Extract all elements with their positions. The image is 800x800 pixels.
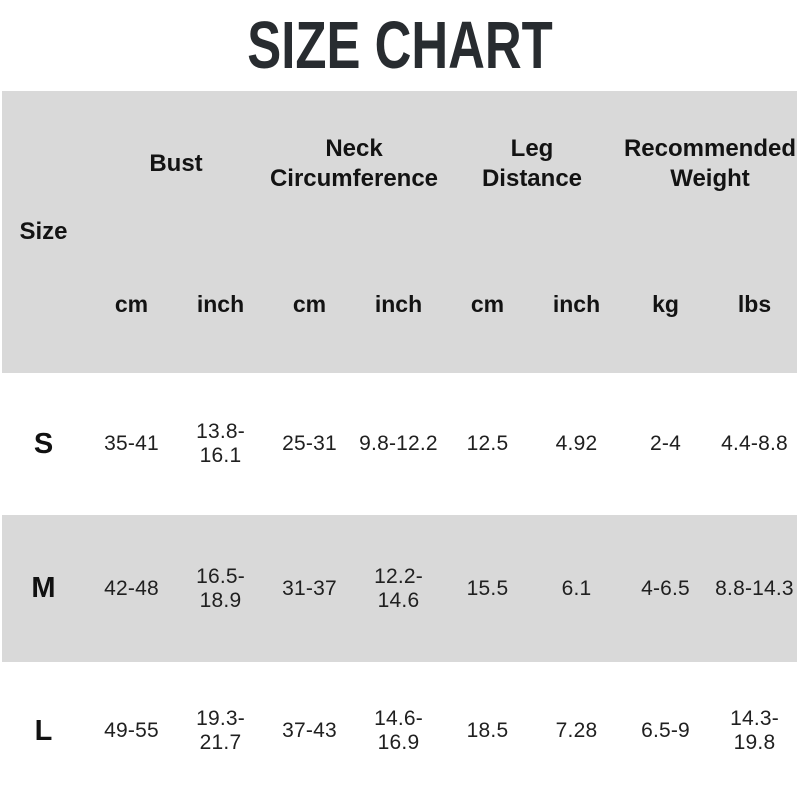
unit-weight-kg: kg — [652, 291, 679, 317]
cell-weight-kg: 4-6.5 — [641, 576, 690, 600]
cell-weight-lbs: 14.3-19.8 — [730, 707, 779, 754]
cell-neck-inch: 9.8-12.2 — [359, 432, 438, 455]
row-size-label: L — [34, 714, 53, 747]
cell-weight-kg: 2-4 — [650, 432, 681, 455]
column-group-label-line1: Recommended — [623, 135, 797, 162]
row-size-label: M — [31, 572, 56, 604]
column-group-row: Bust Neck Circumference Leg Distance Rec… — [0, 133, 800, 195]
cell-neck-inch: 14.6-16.9 — [374, 707, 423, 754]
column-group-neck-circumference: Neck Circumference — [265, 133, 443, 195]
unit-weight-lbs: lbs — [737, 291, 772, 317]
cell-weight-lbs: 8.8-14.3 — [715, 576, 794, 600]
row-size-label: S — [33, 427, 54, 460]
column-group-leg-distance: Leg Distance — [443, 133, 621, 195]
column-group-bust: Bust — [87, 133, 265, 195]
column-group-label-line1: Leg — [510, 135, 554, 162]
title-band: SIZE CHART — [0, 0, 800, 91]
cell-leg-inch: 6.1 — [561, 576, 592, 600]
cell-bust-cm: 35-41 — [104, 432, 159, 455]
cell-neck-inch: 12.2-14.6 — [374, 564, 423, 612]
cell-bust-cm: 49-55 — [104, 719, 159, 742]
column-group-label-line2: Distance — [481, 165, 583, 192]
unit-leg-inch: inch — [552, 291, 601, 317]
table-row-l: L 49-55 19.3-21.7 37-43 14.6-16.9 18.5 7… — [0, 662, 800, 800]
column-group-label: Bust — [149, 150, 203, 177]
column-group-recommended-weight: Recommended Weight — [621, 133, 799, 195]
table-header-band: Bust Neck Circumference Leg Distance Rec… — [0, 91, 800, 373]
unit-neck-cm: cm — [292, 291, 327, 317]
size-column-header: Size — [19, 218, 68, 245]
cell-leg-inch: 7.28 — [555, 719, 598, 742]
cell-bust-inch: 16.5-18.9 — [196, 564, 245, 612]
unit-header-row: cm inch cm inch cm inch kg lbs — [0, 291, 800, 317]
table-row-m: M 42-48 16.5-18.9 31-37 12.2-14.6 15.5 6… — [0, 515, 800, 662]
unit-spacer — [0, 291, 87, 317]
cell-bust-cm: 42-48 — [104, 576, 159, 600]
unit-neck-inch: inch — [374, 291, 423, 317]
column-group-label-line2: Weight — [670, 165, 750, 192]
unit-bust-cm: cm — [114, 291, 149, 317]
unit-bust-inch: inch — [196, 291, 245, 317]
cell-neck-cm: 37-43 — [282, 719, 337, 742]
column-group-label-line1: Neck — [325, 135, 383, 162]
unit-leg-cm: cm — [470, 291, 505, 317]
table-row-s: S 35-41 13.8-16.1 25-31 9.8-12.2 12.5 4.… — [0, 373, 800, 515]
cell-leg-cm: 15.5 — [466, 576, 509, 600]
cell-weight-lbs: 4.4-8.8 — [721, 432, 788, 455]
cell-leg-cm: 12.5 — [466, 432, 509, 455]
cell-bust-inch: 13.8-16.1 — [196, 420, 245, 467]
cell-leg-cm: 18.5 — [466, 719, 509, 742]
column-group-label-line2: Circumference — [269, 165, 439, 192]
cell-neck-cm: 25-31 — [282, 432, 337, 455]
cell-leg-inch: 4.92 — [555, 432, 598, 455]
cell-weight-kg: 6.5-9 — [641, 719, 690, 742]
cell-neck-cm: 31-37 — [282, 576, 337, 600]
cell-bust-inch: 19.3-21.7 — [196, 707, 245, 754]
page-title: SIZE CHART — [247, 8, 553, 83]
